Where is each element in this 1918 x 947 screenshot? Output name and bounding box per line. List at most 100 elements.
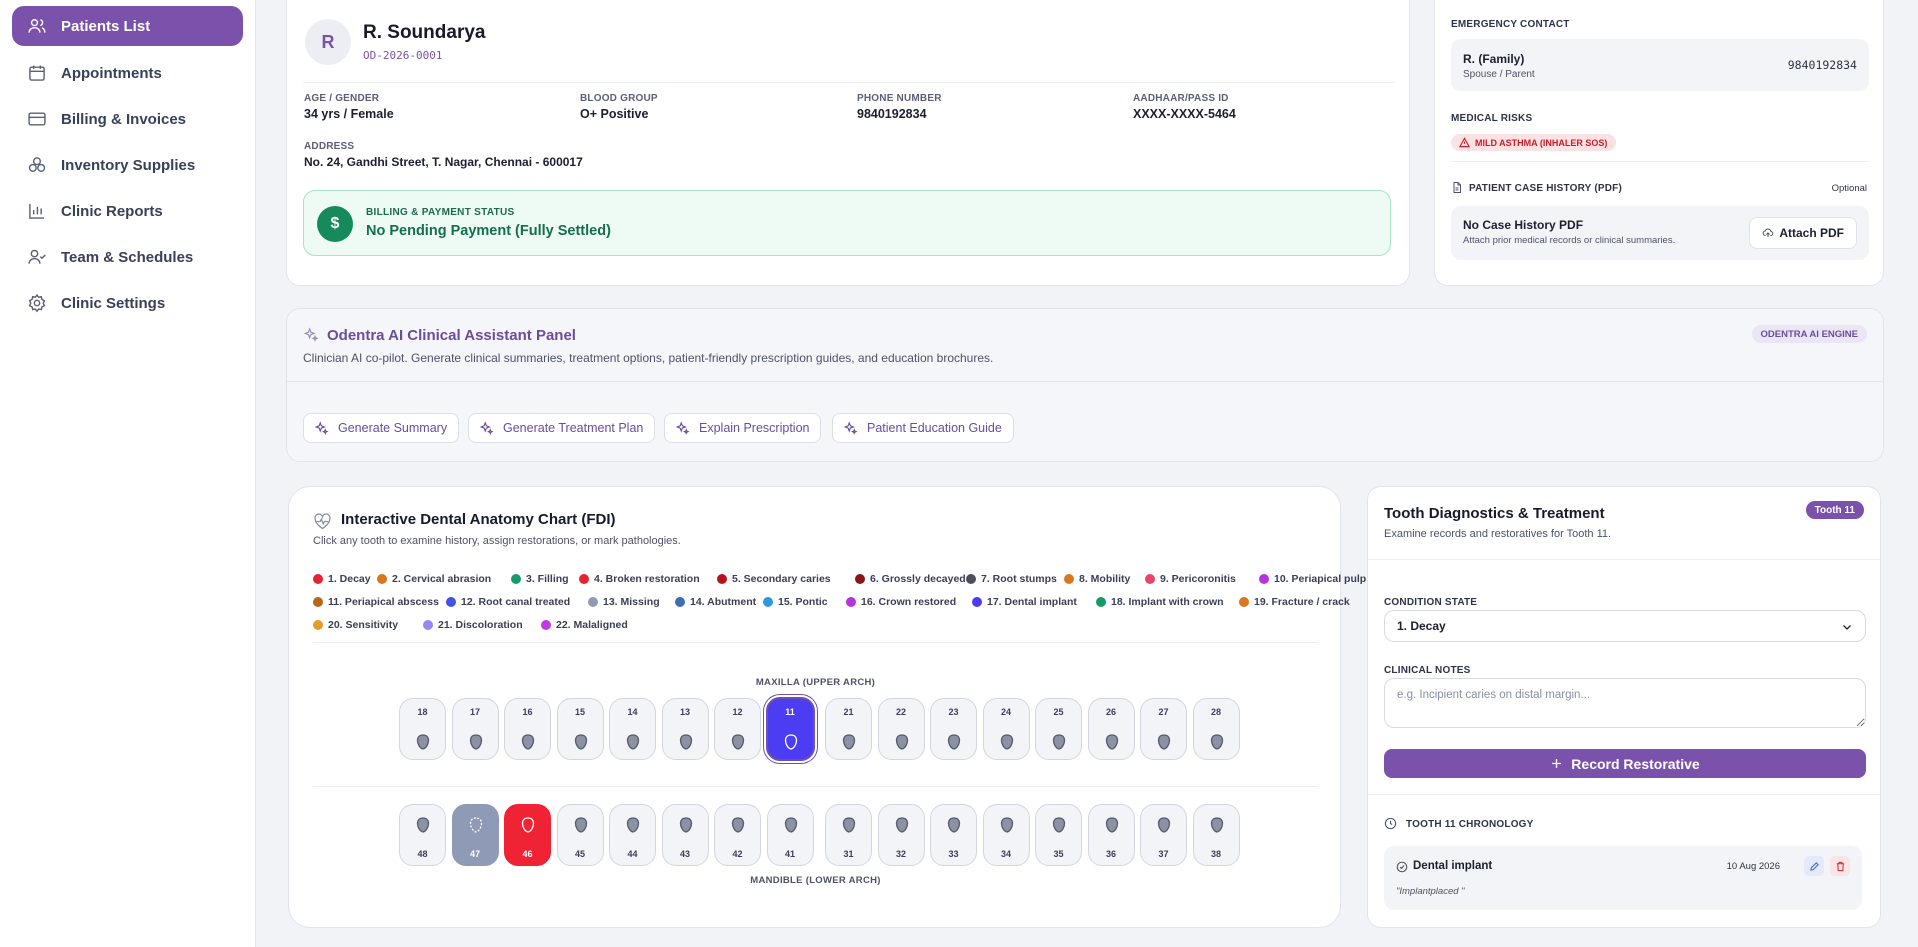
legend-item: 12. Root canal treated (446, 596, 570, 608)
tooth-26[interactable]: 26 (1087, 698, 1135, 760)
tooth-12[interactable]: 12 (714, 698, 761, 760)
tooth-15[interactable]: 15 (556, 698, 604, 760)
condition-state-select[interactable]: 1. Decay (1384, 610, 1866, 642)
tooth-icon (626, 734, 640, 750)
medical-risk-text: MILD ASTHMA (INHALER SOS) (1475, 137, 1608, 148)
boxes-icon (28, 157, 46, 172)
tooth-16[interactable]: 16 (504, 698, 551, 760)
sidebar-item-label: Billing & Invoices (61, 110, 187, 128)
condition-state-label: CONDITION STATE (1384, 597, 1478, 608)
tooth-icon (1157, 734, 1171, 750)
tooth-number: 37 (1158, 849, 1169, 859)
chronology-label: TOOTH 11 CHRONOLOGY (1406, 819, 1534, 830)
tooth-number: 17 (469, 707, 480, 717)
tooth-47[interactable]: 47 (451, 804, 499, 866)
upper-arch-label: MAXILLA (UPPER ARCH) (755, 677, 876, 688)
condition-state-value: 1. Decay (1397, 619, 1446, 633)
legend-color-dot (313, 620, 323, 630)
tooth-number: 42 (732, 849, 743, 859)
alert-triangle-icon (1459, 137, 1470, 148)
tooth-icon (1052, 817, 1066, 833)
tooth-17[interactable]: 17 (451, 698, 499, 760)
tooth-43[interactable]: 43 (661, 804, 709, 866)
sidebar-item-team[interactable]: Team & Schedules (12, 237, 243, 277)
button-label: Patient Education Guide (867, 421, 1002, 435)
sidebar-item-inventory[interactable]: Inventory Supplies (12, 145, 243, 185)
ai-panel-title: Odentra AI Clinical Assistant Panel (327, 327, 576, 344)
tooth-number: 23 (948, 707, 959, 717)
button-label: Generate Treatment Plan (503, 421, 644, 435)
tooth-27[interactable]: 27 (1140, 698, 1187, 760)
legend-item: 15. Pontic (763, 596, 828, 608)
tooth-48[interactable]: 48 (399, 804, 446, 866)
dollar-icon: $ (317, 206, 353, 242)
tooth-icon (679, 734, 692, 750)
chronology-entry-date: 10 Aug 2026 (1726, 861, 1780, 872)
user-check-icon (28, 249, 46, 264)
legend-item: 16. Crown restored (846, 596, 956, 608)
legend-color-dot (511, 574, 521, 584)
legend-color-dot (972, 597, 982, 607)
tooth-number: 14 (627, 707, 638, 717)
legend-color-dot (1145, 574, 1155, 584)
tooth-31[interactable]: 31 (825, 804, 872, 866)
patient-education-guide-button[interactable]: Patient Education Guide (832, 413, 1014, 443)
tooth-25[interactable]: 25 (1035, 698, 1082, 760)
explain-prescription-button[interactable]: Explain Prescription (664, 413, 822, 443)
medical-risks-label: MEDICAL RISKS (1451, 113, 1533, 124)
tooth-36[interactable]: 36 (1087, 804, 1135, 866)
tooth-23[interactable]: 23 (930, 698, 977, 760)
tooth-22[interactable]: 22 (877, 698, 925, 760)
tooth-number: 36 (1105, 849, 1116, 859)
legend-item: 20. Sensitivity (313, 619, 398, 631)
dental-chart-card: Interactive Dental Anatomy Chart (FDI) C… (288, 486, 1381, 928)
attach-pdf-button[interactable]: Attach PDF (1749, 217, 1857, 249)
legend-label: 17. Dental implant (987, 596, 1077, 608)
tooth-14[interactable]: 14 (609, 698, 656, 760)
sidebar-item-reports[interactable]: Clinic Reports (12, 191, 243, 231)
tooth-38[interactable]: 38 (1192, 804, 1240, 866)
generate-treatment-plan-button[interactable]: Generate Treatment Plan (468, 413, 656, 443)
legend-item: 22. Malaligned (541, 619, 628, 631)
generate-summary-button[interactable]: Generate Summary (303, 413, 460, 443)
tooth-35[interactable]: 35 (1035, 804, 1082, 866)
tooth-21[interactable]: 21 (825, 698, 872, 760)
legend-color-dot (675, 597, 685, 607)
sidebar-item-settings[interactable]: Clinic Settings (12, 283, 243, 323)
sidebar-item-appointments[interactable]: Appointments (12, 53, 243, 93)
legend-item: 11. Periapical abscess (313, 596, 439, 608)
ai-panel-subtitle: Clinician AI co-pilot. Generate clinical… (303, 351, 994, 365)
tooth-icon (1157, 817, 1171, 833)
tooth-number: 41 (784, 849, 795, 859)
sidebar-item-billing[interactable]: Billing & Invoices (12, 99, 243, 139)
chart-subtitle: Click any tooth to examine history, assi… (313, 535, 681, 547)
tooth-11[interactable]: 11 (765, 697, 815, 761)
tooth-32[interactable]: 32 (877, 804, 925, 866)
tooth-42[interactable]: 42 (714, 804, 761, 866)
tooth-37[interactable]: 37 (1140, 804, 1187, 866)
billing-status-banner: $ BILLING & PAYMENT STATUS No Pending Pa… (303, 190, 1391, 256)
tooth-13[interactable]: 13 (661, 698, 709, 760)
clinical-notes-field[interactable] (1384, 678, 1866, 728)
tooth-icon (1105, 734, 1118, 750)
tooth-28[interactable]: 28 (1192, 698, 1240, 760)
tooth-24[interactable]: 24 (982, 698, 1030, 760)
tooth-46[interactable]: 46 (504, 804, 551, 866)
edit-entry-button[interactable] (1804, 856, 1824, 876)
tooth-number: 18 (417, 707, 428, 717)
tooth-41[interactable]: 41 (766, 804, 814, 866)
legend-color-dot (313, 597, 323, 607)
legend-label: 18. Implant with crown (1111, 596, 1224, 608)
record-restorative-button[interactable]: Record Restorative (1384, 749, 1866, 778)
tooth-45[interactable]: 45 (556, 804, 604, 866)
tooth-34[interactable]: 34 (982, 804, 1030, 866)
legend-color-dot (423, 620, 433, 630)
tooth-number: 28 (1210, 707, 1221, 717)
tooth-33[interactable]: 33 (930, 804, 977, 866)
delete-entry-button[interactable] (1830, 856, 1850, 876)
tooth-number: 44 (627, 849, 638, 859)
sidebar-item-patients-list[interactable]: Patients List (12, 6, 243, 46)
tooth-18[interactable]: 18 (399, 698, 446, 760)
tooth-44[interactable]: 44 (609, 804, 656, 866)
legend-label: 13. Missing (603, 596, 660, 608)
